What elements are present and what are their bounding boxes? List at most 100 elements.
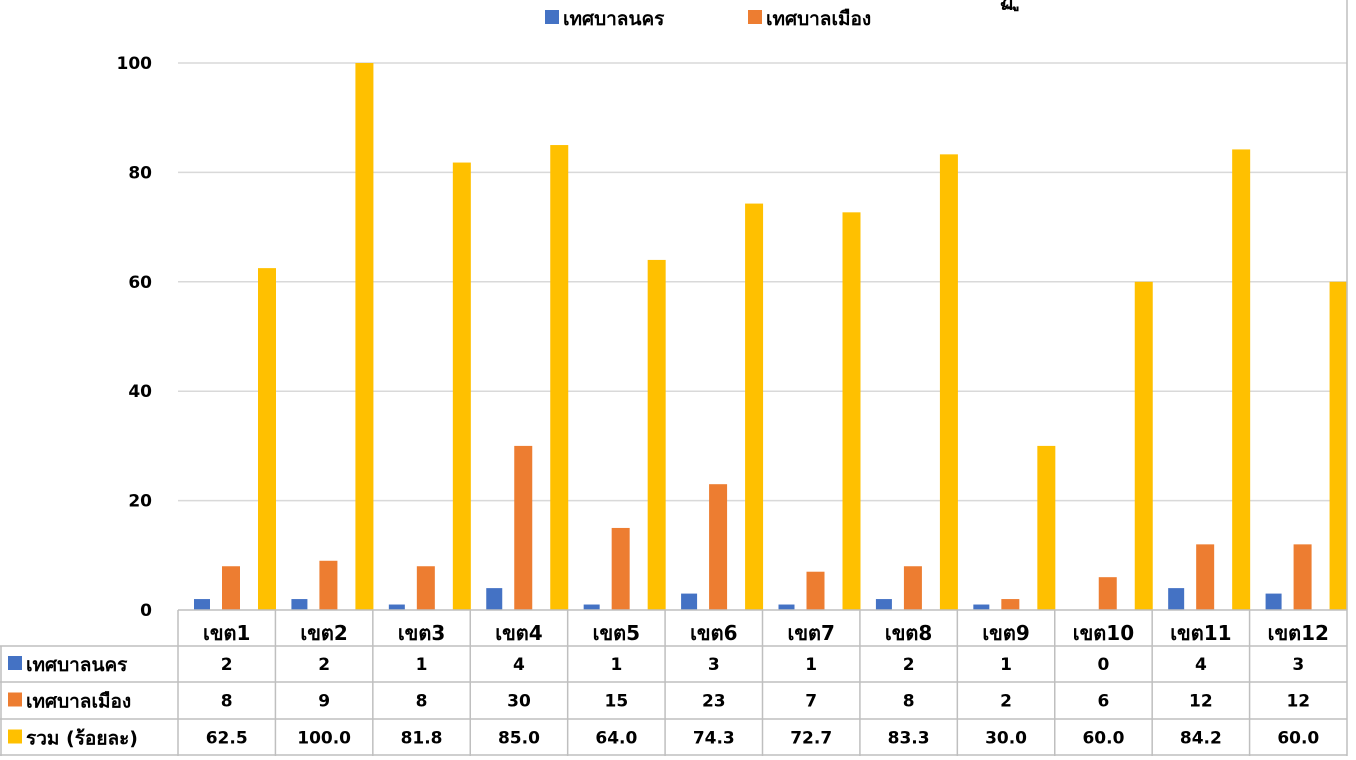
table-cell-value: 100.0: [297, 729, 351, 749]
bar-1: [291, 599, 308, 610]
table-cell-value: 8: [416, 692, 428, 712]
bar-3: [1329, 281, 1348, 610]
category-label: เขต8: [885, 621, 932, 645]
bar-3: [1232, 149, 1251, 610]
table-cell-value: 2: [221, 655, 233, 675]
table-cell-value: 2: [318, 655, 330, 675]
bar-1: [973, 604, 990, 610]
category-label: เขต4: [495, 621, 542, 645]
category-label: เขต11: [1170, 621, 1231, 645]
table-cell-value: 0: [1098, 655, 1110, 675]
bar-2: [1098, 577, 1117, 610]
category-label: เขต10: [1073, 621, 1134, 645]
table-cell-value: 60.0: [1082, 729, 1124, 749]
table-cell-value: 3: [708, 655, 720, 675]
bar-1: [486, 588, 503, 610]
bar-2: [514, 445, 533, 610]
category-label: เขต12: [1268, 621, 1329, 645]
row-legend-key: [8, 656, 22, 670]
table-cell-value: 30: [507, 692, 531, 712]
bar-3: [1134, 281, 1153, 610]
table-cell-value: 85.0: [498, 729, 540, 749]
table-cell-value: 83.3: [888, 729, 930, 749]
table-cell-value: 2: [1000, 692, 1012, 712]
table-cell-value: 8: [221, 692, 233, 712]
bar-2: [1001, 599, 1020, 610]
table-cell-value: 6: [1098, 692, 1110, 712]
table-cell-value: 72.7: [790, 729, 832, 749]
table-cell-value: 81.8: [401, 729, 443, 749]
bar-1: [778, 604, 795, 610]
chart-title-fragment: ฏ ู: [1000, 0, 1019, 12]
category-label: เขต2: [300, 621, 347, 645]
y-tick-label: 100: [117, 54, 153, 74]
category-label: เขต6: [690, 621, 737, 645]
table-cell-value: 1: [416, 655, 428, 675]
bar-1: [583, 604, 600, 610]
category-label: เขต7: [787, 621, 834, 645]
table-cell-value: 62.5: [206, 729, 248, 749]
table-cell-value: 64.0: [595, 729, 637, 749]
category-label: เขต1: [203, 621, 250, 645]
bar-3: [939, 154, 958, 610]
bar-2: [611, 527, 630, 610]
table-cell-value: 1: [805, 655, 817, 675]
bar-2: [1196, 544, 1215, 610]
bar-3: [355, 63, 374, 610]
table-cell-value: 1: [1000, 655, 1012, 675]
bar-2: [806, 571, 825, 610]
table-cell-value: 15: [605, 692, 629, 712]
bar-1: [194, 599, 210, 610]
table-cell-value: 3: [1292, 655, 1304, 675]
bar-2: [903, 566, 922, 610]
bar-3: [842, 212, 861, 610]
row-legend-key: [8, 692, 22, 707]
bar-2: [709, 484, 728, 610]
bar-2: [222, 566, 240, 610]
bar-1: [388, 604, 405, 610]
y-tick-label: 20: [128, 492, 152, 512]
legend-key: [748, 10, 762, 24]
table-cell-value: 30.0: [985, 729, 1027, 749]
bar-2: [416, 566, 435, 610]
table-cell-value: 23: [702, 692, 726, 712]
bar-1: [1265, 593, 1282, 610]
category-label: เขต9: [982, 621, 1029, 645]
legend-label: เทศบาลเมือง: [766, 8, 871, 30]
row-legend-key: [8, 729, 22, 744]
table-cell-value: 12: [1286, 692, 1310, 712]
table-cell-value: 60.0: [1277, 729, 1319, 749]
bar-2: [1293, 544, 1312, 610]
bar-2: [319, 560, 338, 610]
y-tick-label: 40: [128, 382, 152, 402]
y-tick-label: 0: [140, 601, 152, 621]
table-cell-value: 7: [805, 692, 817, 712]
row-header: รวม (ร้อยละ): [26, 728, 138, 750]
table-cell-value: 4: [513, 655, 525, 675]
bar-1: [1168, 588, 1185, 610]
bar-3: [1037, 445, 1056, 610]
table-cell-value: 1: [610, 655, 622, 675]
y-tick-label: 80: [128, 163, 152, 183]
bar-3: [647, 259, 666, 610]
table-cell-value: 12: [1189, 692, 1213, 712]
legend-label: เทศบาลนคร: [563, 8, 665, 30]
table-cell-value: 9: [318, 692, 330, 712]
bar-1: [875, 599, 892, 610]
table-cell-value: 8: [903, 692, 915, 712]
y-tick-label: 60: [128, 273, 152, 293]
bar-1: [681, 593, 698, 610]
legend-key: [545, 10, 559, 24]
category-label: เขต5: [593, 621, 640, 645]
table-cell-value: 84.2: [1180, 729, 1222, 749]
bar-3: [452, 162, 471, 610]
bar-3: [550, 145, 569, 611]
bar-3: [258, 268, 276, 610]
table-cell-value: 4: [1195, 655, 1207, 675]
category-label: เขต3: [398, 621, 445, 645]
bar-3: [745, 203, 764, 611]
table-cell-value: 74.3: [693, 729, 735, 749]
table-cell-value: 2: [903, 655, 915, 675]
